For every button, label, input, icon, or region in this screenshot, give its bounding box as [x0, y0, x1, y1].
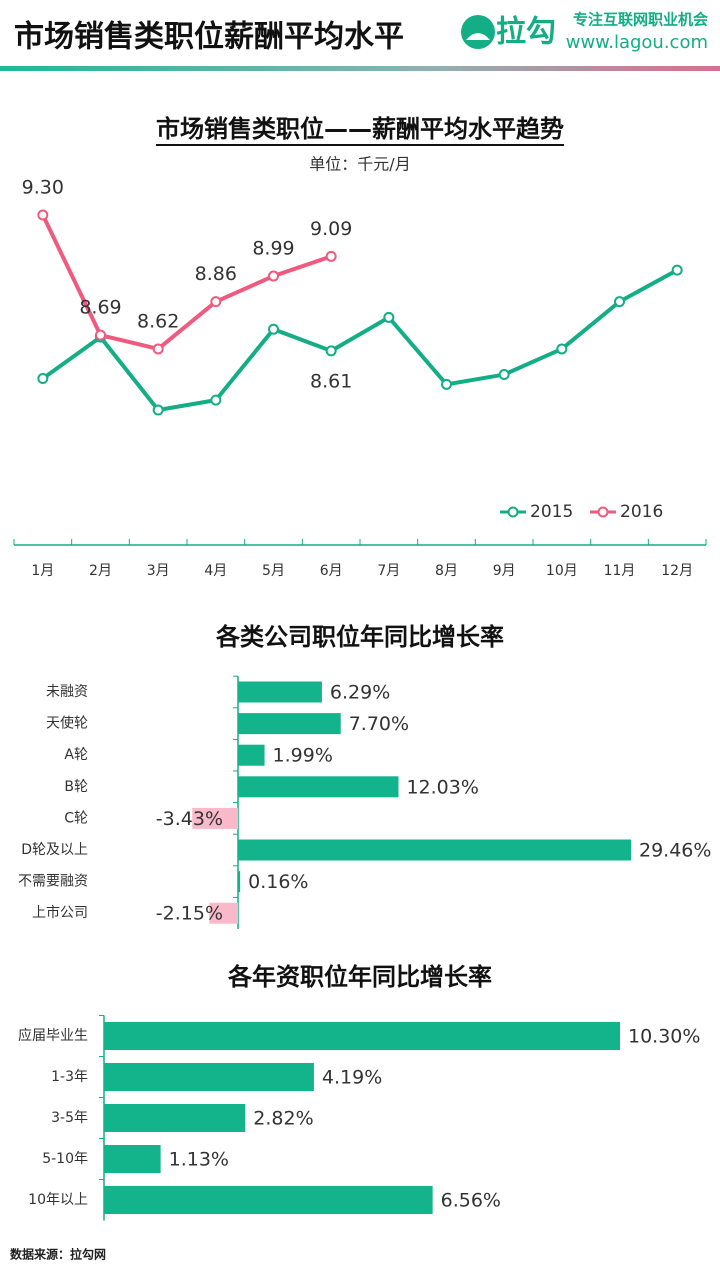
- data-label: 1.13%: [169, 1149, 229, 1171]
- x-tick-label: 5月: [262, 563, 285, 579]
- data-point: [210, 296, 222, 308]
- bar: [104, 1186, 433, 1214]
- legend-label: 2016: [620, 502, 663, 522]
- data-label: 8.86: [195, 263, 237, 285]
- category-label: 10年以上: [28, 1192, 88, 1208]
- category-label: D轮及以上: [21, 842, 88, 858]
- data-point: [614, 296, 625, 308]
- data-point: [152, 404, 164, 416]
- header-divider: [0, 66, 720, 71]
- data-point: [37, 372, 49, 384]
- category-label: 1-3年: [51, 1069, 88, 1085]
- slogan: 专注互联网职业机会: [573, 11, 708, 29]
- data-label: -3.43%: [156, 808, 223, 830]
- category-label: 5-10年: [42, 1151, 88, 1167]
- data-point: [152, 343, 164, 355]
- logo-icon-detail: [466, 33, 490, 40]
- x-tick-label: 6月: [320, 563, 343, 579]
- bar: [238, 744, 265, 766]
- footer-source: 数据来源：拉勾网: [10, 1247, 106, 1262]
- legend-label: 2015: [530, 502, 573, 522]
- data-label: 6.29%: [330, 682, 390, 704]
- category-label: 未融资: [46, 684, 88, 700]
- category-label: 上市公司: [32, 904, 88, 921]
- bar: [209, 902, 238, 924]
- data-label: 4.19%: [322, 1067, 382, 1089]
- data-point: [325, 250, 337, 262]
- data-label: 9.09: [310, 218, 352, 240]
- logo-icon: [461, 15, 495, 49]
- data-point: [498, 369, 510, 381]
- data-label: 0.16%: [248, 871, 308, 893]
- data-label: -2.15%: [156, 903, 223, 925]
- page-title: 市场销售类职位薪酬平均水平: [14, 20, 404, 55]
- chart-title: 各类公司职位年同比增长率: [215, 623, 504, 651]
- category-label: 应届毕业生: [18, 1027, 88, 1044]
- x-tick-label: 12月: [661, 563, 693, 579]
- data-point: [441, 378, 452, 390]
- logo-text: 拉勾: [496, 15, 556, 50]
- x-tick-label: 8月: [435, 563, 458, 579]
- x-tick-label: 9月: [493, 563, 516, 579]
- data-point: [37, 209, 49, 221]
- category-label: B轮: [64, 779, 88, 795]
- bar: [238, 681, 322, 703]
- bar: [104, 1063, 314, 1091]
- bar: [104, 1104, 246, 1132]
- x-tick-label: 11月: [604, 563, 636, 579]
- legend-marker: [597, 506, 609, 518]
- chart-title: 市场销售类职位——薪酬平均水平趋势: [156, 115, 564, 143]
- data-point: [268, 270, 279, 282]
- category-label: C轮: [64, 810, 88, 826]
- data-label: 12.03%: [406, 776, 478, 798]
- data-point: [95, 329, 106, 341]
- bar: [238, 839, 631, 861]
- data-point: [383, 311, 395, 323]
- data-label: 8.62: [137, 310, 179, 332]
- data-label: 8.99: [252, 238, 294, 260]
- x-tick-label: 4月: [204, 563, 227, 579]
- data-point: [671, 264, 683, 276]
- x-tick-label: 3月: [147, 563, 170, 579]
- x-tick-label: 2月: [89, 563, 112, 579]
- bar: [192, 807, 238, 829]
- category-label: 3-5年: [51, 1110, 88, 1126]
- x-tick-label: 10月: [546, 563, 578, 579]
- data-label: 6.56%: [441, 1190, 501, 1212]
- series-line: [41, 214, 332, 351]
- series-line: [41, 268, 679, 412]
- data-label: 29.46%: [639, 840, 711, 862]
- data-point: [268, 323, 279, 335]
- bar: [238, 871, 241, 893]
- category-label: 不需要融资: [18, 874, 88, 890]
- data-label: 1.99%: [273, 745, 333, 767]
- data-label: 10.30%: [628, 1026, 700, 1048]
- bar: [238, 776, 399, 798]
- data-point: [210, 394, 222, 406]
- data-label: 7.70%: [349, 713, 409, 735]
- url: www.lagou.com: [566, 32, 708, 53]
- data-label: 8.61: [310, 370, 352, 392]
- bar: [104, 1022, 620, 1050]
- data-point: [325, 345, 337, 357]
- data-label: 8.69: [79, 297, 121, 319]
- category-label: A轮: [64, 747, 88, 763]
- chart-title: 各年资职位年同比增长率: [227, 963, 492, 991]
- x-tick-label: 1月: [31, 563, 54, 579]
- legend-marker: [507, 506, 519, 518]
- data-label: 2.82%: [253, 1108, 313, 1130]
- data-point: [556, 343, 568, 355]
- x-tick-label: 7月: [377, 563, 400, 579]
- chart-subtitle: 单位：千元/月: [309, 155, 410, 174]
- bar: [238, 713, 341, 735]
- category-label: 天使轮: [46, 715, 88, 732]
- bar: [104, 1145, 161, 1173]
- data-label: 9.30: [22, 177, 64, 199]
